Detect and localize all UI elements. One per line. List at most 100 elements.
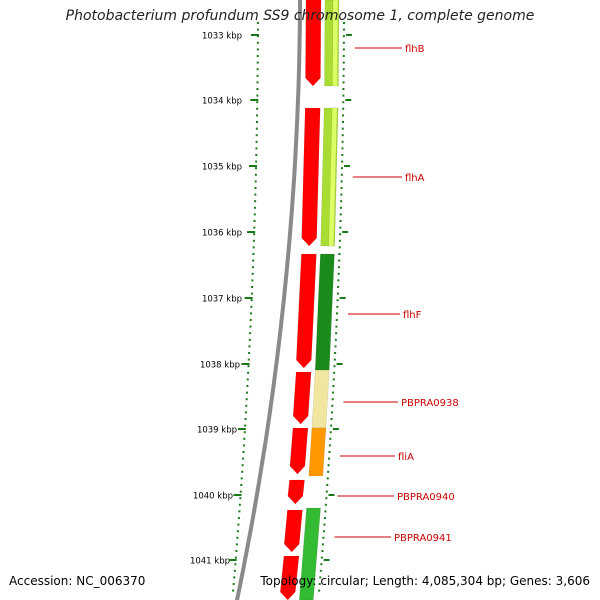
minor-tick bbox=[252, 253, 255, 255]
inner-minor-tick bbox=[320, 563, 323, 566]
inner-minor-tick bbox=[341, 160, 344, 163]
inner-minor-tick bbox=[330, 411, 333, 414]
inner-minor-tick bbox=[328, 444, 331, 447]
minor-tick bbox=[255, 140, 258, 143]
minor-tick bbox=[250, 305, 253, 308]
cds-arrow-forward[interactable] bbox=[296, 253, 317, 369]
inner-minor-tick bbox=[342, 28, 345, 31]
cds-arrow-forward[interactable] bbox=[305, 0, 322, 87]
cds-arrow-forward[interactable] bbox=[301, 107, 321, 247]
minor-tick bbox=[255, 127, 258, 130]
minor-tick bbox=[244, 424, 247, 427]
inner-minor-tick bbox=[339, 206, 342, 209]
inner-minor-tick bbox=[326, 484, 329, 486]
inner-minor-tick bbox=[342, 68, 345, 71]
scale-label: 1041 kbp bbox=[190, 557, 230, 567]
inner-minor-tick bbox=[342, 55, 345, 57]
minor-tick bbox=[256, 35, 259, 38]
inner-minor-tick bbox=[329, 437, 332, 440]
cds-arrow-forward[interactable] bbox=[283, 509, 303, 553]
inner-minor-tick bbox=[338, 246, 341, 249]
inner-minor-tick bbox=[336, 299, 339, 302]
inner-minor-tick bbox=[323, 523, 326, 526]
cds-arrow-forward[interactable] bbox=[289, 427, 309, 475]
inner-minor-tick bbox=[339, 233, 342, 236]
inner-minor-tick bbox=[319, 576, 322, 579]
minor-tick bbox=[252, 239, 255, 242]
scale-label: 1039 kbp bbox=[197, 426, 237, 436]
minor-tick bbox=[240, 484, 243, 486]
inner-minor-tick bbox=[341, 140, 344, 143]
inner-minor-tick bbox=[342, 81, 345, 84]
cds-PBPRA0938[interactable] bbox=[311, 369, 330, 429]
inner-minor-tick bbox=[321, 550, 324, 552]
inner-minor-tick bbox=[333, 371, 336, 374]
inner-minor-tick bbox=[341, 147, 344, 150]
minor-tick bbox=[253, 226, 256, 229]
accession-label: Accession: NC_006370 bbox=[9, 574, 146, 588]
inner-minor-tick bbox=[339, 213, 342, 216]
minor-tick bbox=[249, 332, 252, 335]
cds-highlight[interactable] bbox=[332, 0, 339, 87]
minor-tick bbox=[256, 22, 259, 24]
inner-minor-tick bbox=[341, 127, 344, 130]
gene-features[interactable] bbox=[280, 0, 340, 600]
cds-arrow-forward[interactable] bbox=[280, 555, 300, 600]
inner-minor-tick bbox=[342, 101, 345, 104]
minor-tick bbox=[248, 352, 251, 354]
cds-fliA[interactable] bbox=[308, 427, 327, 477]
scale-label: 1036 kbp bbox=[202, 229, 242, 239]
minor-tick bbox=[237, 523, 240, 526]
inner-minor-tick bbox=[334, 345, 337, 348]
minor-tick bbox=[256, 55, 259, 57]
inner-minor-tick bbox=[338, 253, 341, 255]
inner-minor-tick bbox=[341, 167, 344, 170]
scale-label: 1034 kbp bbox=[202, 97, 242, 107]
inner-minor-tick bbox=[319, 569, 322, 572]
gene-label-PBPRA0941: PBPRA0941 bbox=[394, 533, 452, 544]
minor-tick bbox=[246, 391, 249, 394]
minor-tick bbox=[251, 286, 254, 288]
minor-tick bbox=[256, 68, 259, 71]
inner-minor-tick bbox=[334, 352, 337, 354]
minor-tick bbox=[245, 398, 248, 401]
minor-tick bbox=[234, 563, 237, 566]
minor-tick bbox=[236, 530, 239, 533]
minor-tick bbox=[255, 147, 258, 150]
cds-arrow-forward[interactable] bbox=[292, 371, 312, 425]
minor-tick bbox=[241, 470, 244, 473]
minor-tick bbox=[256, 41, 259, 44]
inner-minor-tick bbox=[327, 470, 330, 473]
inner-minor-tick bbox=[322, 536, 325, 539]
inner-minor-tick bbox=[325, 497, 328, 500]
inner-minor-tick bbox=[335, 319, 338, 321]
inner-minor-tick bbox=[333, 365, 336, 368]
inner-minor-tick bbox=[335, 325, 338, 328]
inner-minor-tick bbox=[341, 134, 344, 137]
inner-minor-tick bbox=[342, 88, 345, 90]
minor-tick bbox=[245, 404, 248, 407]
inner-minor-tick bbox=[338, 239, 341, 242]
cds-arrow-forward[interactable] bbox=[287, 479, 305, 505]
minor-tick bbox=[233, 569, 236, 572]
cds-PBPRA0941[interactable] bbox=[299, 507, 321, 600]
minor-tick bbox=[246, 385, 249, 387]
inner-minor-tick bbox=[337, 279, 340, 282]
inner-minor-tick bbox=[339, 220, 342, 222]
inner-minor-tick bbox=[330, 418, 333, 420]
minor-tick bbox=[254, 173, 257, 176]
minor-tick bbox=[255, 121, 258, 123]
map-title: Photobacterium profundum SS9 chromosome … bbox=[65, 8, 535, 24]
inner-minor-tick bbox=[342, 41, 345, 44]
cds-flhF[interactable] bbox=[314, 253, 335, 371]
backbone-ring bbox=[235, 0, 302, 600]
topology-label: Topology: circular; Length: 4,085,304 bp… bbox=[260, 574, 590, 588]
inner-minor-tick bbox=[336, 312, 339, 315]
minor-tick bbox=[253, 220, 256, 222]
minor-tick bbox=[232, 589, 235, 592]
minor-tick bbox=[243, 431, 246, 434]
minor-tick bbox=[246, 378, 249, 381]
inner-minor-tick bbox=[322, 530, 325, 533]
cds-highlight[interactable] bbox=[328, 107, 338, 247]
